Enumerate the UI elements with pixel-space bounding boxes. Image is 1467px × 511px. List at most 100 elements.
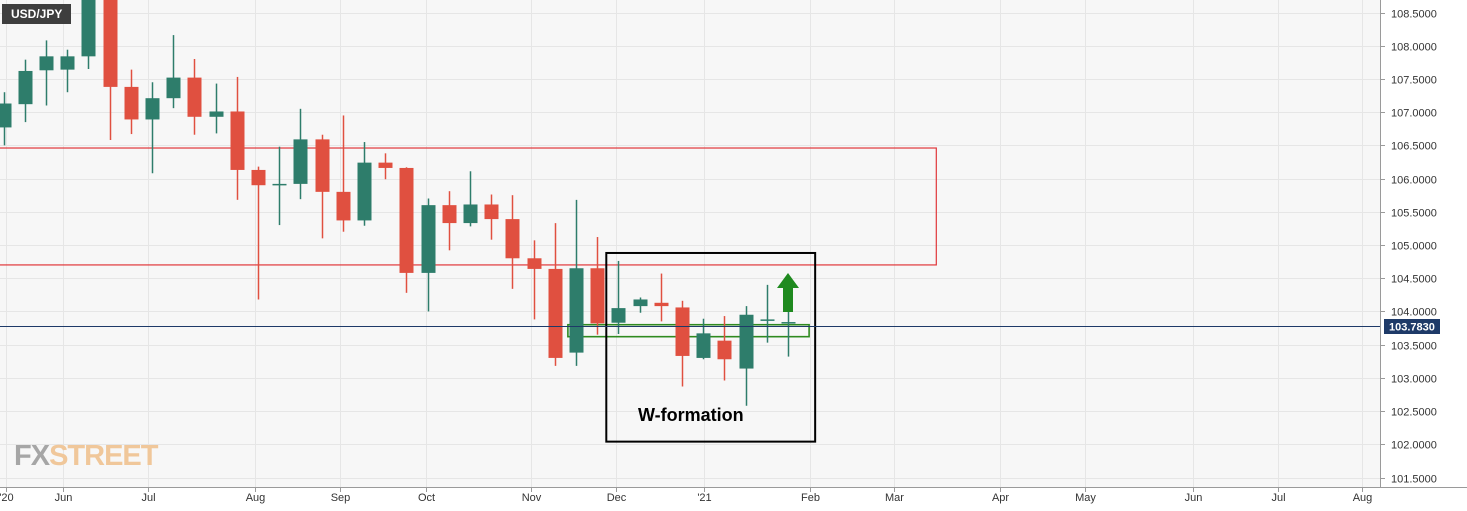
y-tick-label: 105.5000 [1391,208,1437,220]
candle [399,167,414,293]
candle [611,260,626,335]
candle-body [781,322,796,324]
candle-body [463,204,478,224]
price-label-box: 103.7830 [1384,319,1440,334]
candle-body [0,103,12,128]
arrow-shape [777,273,799,312]
candle-body [569,268,584,353]
logo-street: STREET [49,440,159,472]
x-tick-label: Jul [1271,492,1285,504]
candle-body [251,169,266,186]
y-tick-label: 103.5000 [1391,341,1437,353]
up-arrow-icon [777,273,799,312]
x-tick-label: Jun [1185,492,1203,504]
candle-body [527,258,542,269]
x-tick-label: Apr [992,492,1009,504]
candle [739,306,754,406]
candle [654,273,669,322]
candle-body [484,204,499,220]
y-tick-label: 108.0000 [1391,42,1437,54]
candle-body [442,205,457,224]
candle [675,300,690,387]
candle [145,82,160,174]
candle [633,297,648,313]
candle [421,198,436,312]
y-tick-label: 104.0000 [1391,307,1437,319]
candle [590,237,605,335]
y-tick-label: 103.0000 [1391,374,1437,386]
svg-text:FXSTREET: FXSTREET [14,440,159,472]
y-tick-label: 107.5000 [1391,75,1437,87]
candle [293,108,308,200]
candle-body [654,302,669,307]
candle-body [760,319,775,321]
candle [315,134,330,239]
price-label-text: 103.7830 [1389,322,1435,334]
candle-body [590,268,605,324]
y-tick-label: 105.0000 [1391,241,1437,253]
grid-lines [0,0,1380,487]
candle-body [548,268,563,358]
candle [569,199,584,366]
candle-body [378,162,393,168]
candle [209,83,224,134]
candle-body [739,314,754,369]
resistance-zone-box [0,147,937,266]
candle [505,195,520,289]
candle [357,142,372,226]
candle [781,305,796,357]
candle-body [696,333,711,358]
candle [103,0,118,141]
x-tick-label: Aug [246,492,266,504]
candle-body [209,111,224,117]
x-tick-label: Nov [522,492,542,504]
candle [527,240,542,320]
candle-body [505,219,520,259]
candle [463,171,478,227]
x-tick-label: Jul [141,492,155,504]
x-axis-ticks: '20 Jun Jul Aug Sep Oct Nov Dec '21 Feb Mar Apr May J… [0,487,1372,504]
candle-body [60,56,75,70]
x-tick-label: '20 [0,492,14,504]
candle [272,146,287,226]
x-tick-label: Dec [607,492,627,504]
candle [230,76,245,200]
candle-body [187,77,202,117]
x-tick-label: May [1075,492,1096,504]
candle [124,69,139,135]
candle [0,92,12,146]
candle [760,284,775,343]
candle [251,166,266,300]
candles [0,0,796,406]
candle-body [421,205,436,273]
x-tick-label: Jun [55,492,73,504]
y-tick-label: 102.5000 [1391,407,1437,419]
price-label-background [1384,319,1440,334]
candle-body [717,340,732,360]
x-tick-label: Mar [885,492,904,504]
fxstreet-logo: FXSTREET [14,440,160,472]
candle [18,59,33,123]
x-tick-label: Feb [801,492,820,504]
candle-body [145,98,160,120]
candle-body [230,111,245,170]
candle-body [103,0,118,87]
candle [39,40,54,106]
logo-fx: FX [14,440,51,472]
candle-body [357,162,372,221]
candle [442,191,457,251]
candle [60,49,75,93]
candle-body [399,167,414,273]
pattern-zone-box [605,251,817,443]
y-tick-label: 101.5000 [1391,474,1437,486]
candle [81,0,96,69]
y-axis-ticks: 108.5000 108.0000 107.5000 107.0000 106.5000… [1380,9,1437,486]
candle-body [166,77,181,99]
y-tick-label: 102.0000 [1391,440,1437,452]
candle [166,35,181,109]
candle-body [272,183,287,186]
x-tick-label: Aug [1353,492,1373,504]
x-tick-label: '21 [697,492,711,504]
candle-body [81,0,96,57]
